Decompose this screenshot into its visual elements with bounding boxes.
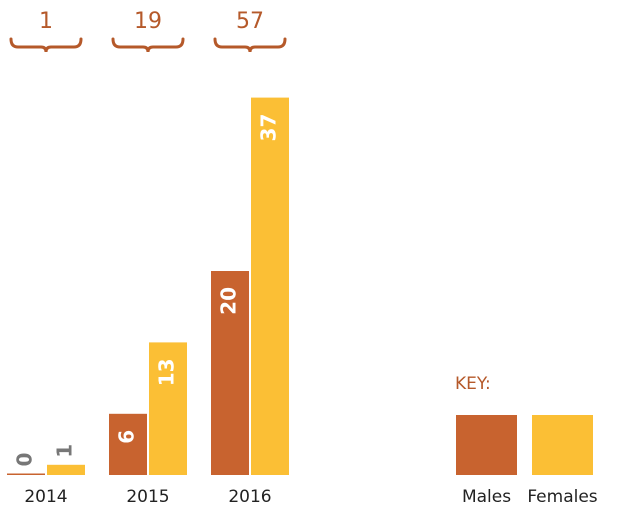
x-tick-label: 2015 xyxy=(126,487,169,507)
brace xyxy=(111,37,185,53)
value-label: 6 xyxy=(115,430,139,444)
legend-label: Females xyxy=(527,487,597,507)
legend-title: KEY: xyxy=(455,374,491,394)
x-tick-label: 2016 xyxy=(228,487,271,507)
total-label: 57 xyxy=(236,9,264,34)
bar xyxy=(7,473,45,475)
legend-label: Males xyxy=(462,487,511,507)
total-label: 1 xyxy=(39,9,53,34)
bar xyxy=(47,464,85,475)
brace xyxy=(9,37,83,53)
x-tick-label: 2014 xyxy=(24,487,67,507)
value-label: 13 xyxy=(155,358,179,386)
value-label: 37 xyxy=(257,114,281,142)
value-label: 20 xyxy=(217,287,241,315)
bar xyxy=(109,413,147,475)
legend-swatch xyxy=(456,415,517,475)
bar xyxy=(251,97,289,475)
total-label: 19 xyxy=(134,9,162,34)
value-label: 1 xyxy=(53,444,77,458)
bar xyxy=(149,342,187,475)
value-label: 0 xyxy=(13,453,37,467)
bar xyxy=(211,271,249,475)
legend-swatch xyxy=(532,415,593,475)
brace xyxy=(213,37,287,53)
